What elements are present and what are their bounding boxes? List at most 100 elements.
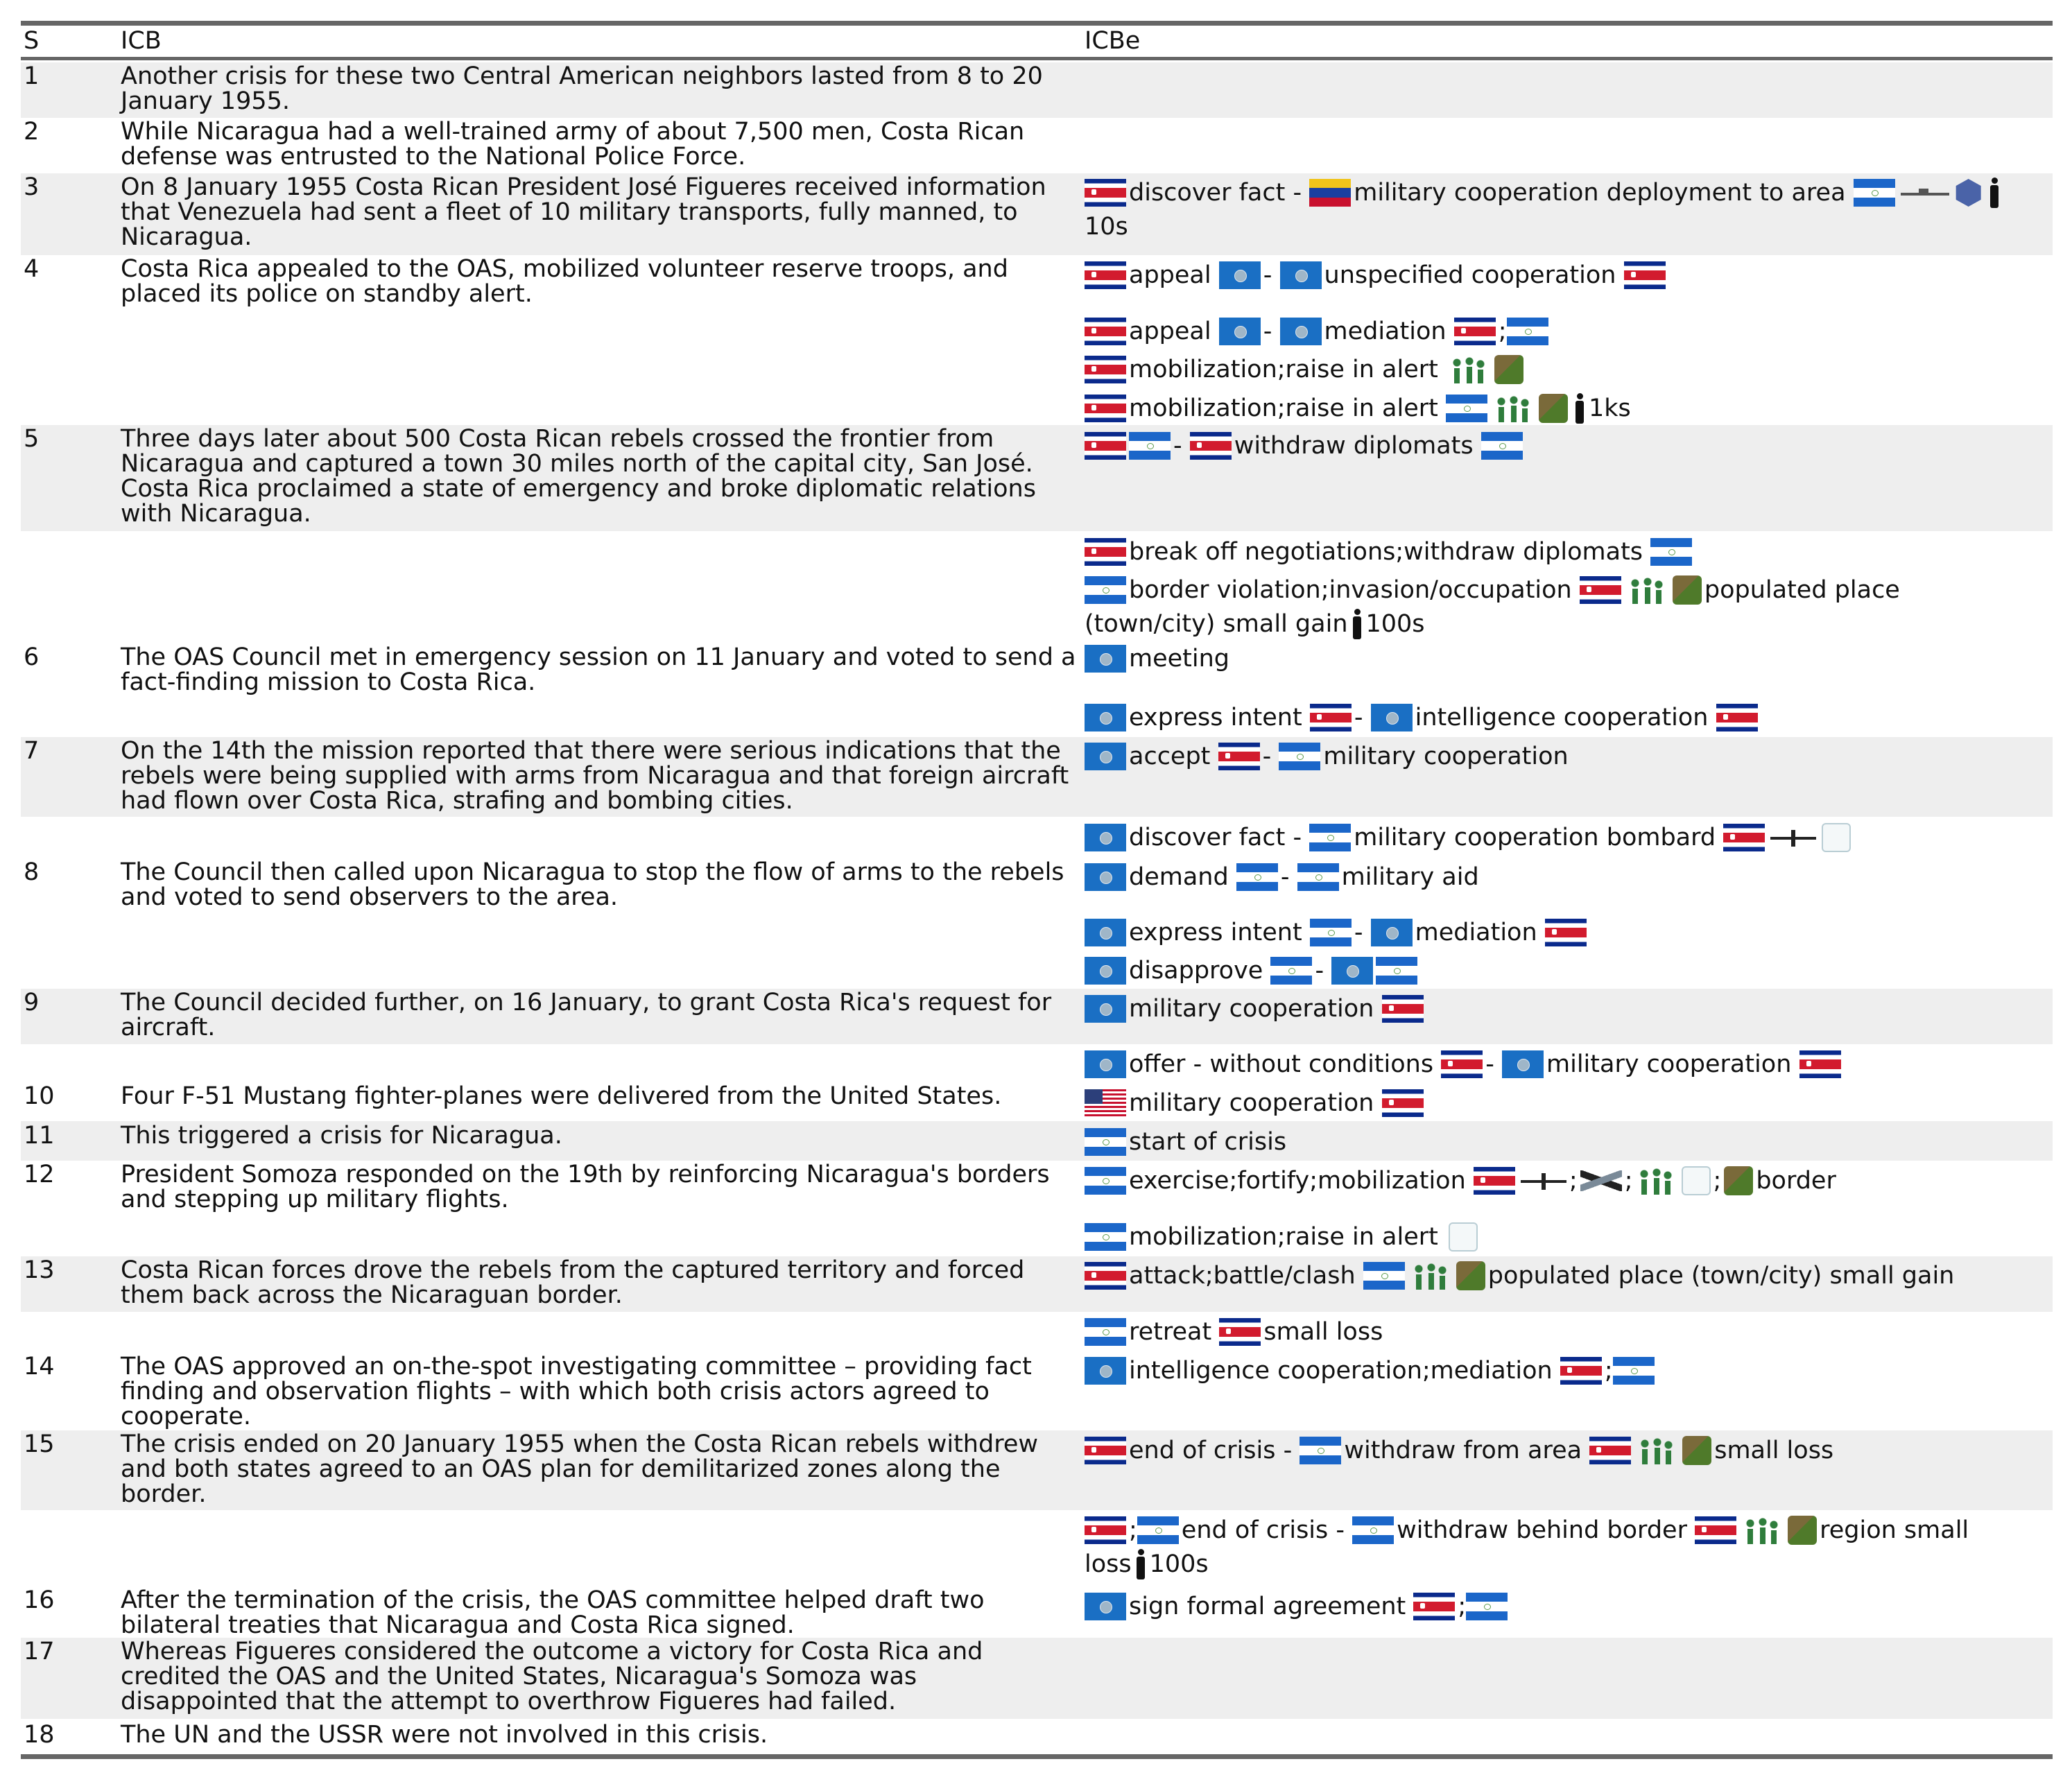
plane-icon bbox=[1770, 827, 1817, 848]
nicaragua-flag-icon bbox=[1309, 919, 1352, 946]
icbe-event: demand - military aid bbox=[1085, 860, 2048, 894]
oas-flag-icon bbox=[1279, 318, 1322, 345]
icb-text: Another crisis for these two Central Ame… bbox=[121, 62, 1043, 115]
land-icon bbox=[1456, 1261, 1485, 1290]
costa-rica-flag-icon bbox=[1723, 824, 1765, 851]
costa-rica-flag-icon bbox=[1716, 704, 1758, 731]
costa-rica-flag-icon bbox=[1309, 704, 1352, 731]
icbe-event: end of crisis - withdraw from area small… bbox=[1085, 1433, 2048, 1467]
costa-rica-flag-icon bbox=[1085, 432, 1126, 460]
costa-rica-flag-icon bbox=[1085, 1437, 1126, 1464]
costa-rica-flag-icon bbox=[1085, 356, 1126, 383]
row-number: 3 bbox=[24, 173, 40, 201]
nicaragua-flag-icon bbox=[1853, 179, 1895, 207]
icbe-event: break off negotiations;withdraw diplomat… bbox=[1085, 535, 2048, 569]
land-icon bbox=[1539, 394, 1568, 423]
oas-flag-icon bbox=[1218, 261, 1261, 289]
oas-flag-icon bbox=[1502, 1050, 1544, 1078]
icbe-event: sign formal agreement ; bbox=[1085, 1589, 2048, 1623]
venezuela-flag-icon bbox=[1309, 179, 1352, 207]
nicaragua-flag-icon bbox=[1612, 1357, 1655, 1385]
icbe-event: express intent - mediation bbox=[1085, 915, 2048, 949]
icbe-event: intelligence cooperation;mediation ; bbox=[1085, 1353, 2048, 1387]
row-band bbox=[21, 1256, 2053, 1312]
costa-rica-flag-icon bbox=[1085, 261, 1126, 289]
nicaragua-flag-icon bbox=[1085, 576, 1126, 604]
row-band bbox=[21, 989, 2053, 1044]
soldiers-icon bbox=[1449, 356, 1489, 383]
icb-text: On the 14th the mission reported that th… bbox=[121, 737, 1069, 815]
oas-flag-icon bbox=[1085, 645, 1126, 673]
nicaragua-flag-icon bbox=[1446, 395, 1487, 422]
nicaragua-flag-icon bbox=[1309, 824, 1352, 851]
row-number: 8 bbox=[24, 858, 40, 886]
icb-text: After the termination of the crisis, the… bbox=[121, 1586, 985, 1639]
costa-rica-flag-icon bbox=[1695, 1516, 1737, 1544]
row-number: 13 bbox=[24, 1256, 55, 1284]
row-number: 11 bbox=[24, 1122, 55, 1150]
air-icon bbox=[1449, 1222, 1478, 1252]
row-number: 2 bbox=[24, 118, 40, 146]
row-number: 18 bbox=[24, 1721, 55, 1749]
oas-flag-icon bbox=[1370, 919, 1413, 946]
icb-text: This triggered a crisis for Nicaragua. bbox=[121, 1122, 562, 1150]
icbe-event: start of crisis bbox=[1085, 1125, 2048, 1159]
nicaragua-flag-icon bbox=[1466, 1593, 1508, 1620]
person-icon bbox=[1988, 178, 2001, 208]
row-band bbox=[21, 62, 2053, 118]
costa-rica-flag-icon bbox=[1579, 576, 1621, 604]
oas-flag-icon bbox=[1085, 863, 1126, 891]
costa-rica-flag-icon bbox=[1623, 261, 1666, 289]
costa-rica-flag-icon bbox=[1381, 995, 1424, 1023]
icb-text: President Somoza responded on the 19th b… bbox=[121, 1161, 1050, 1213]
nicaragua-flag-icon bbox=[1650, 538, 1693, 566]
costa-rica-flag-icon bbox=[1413, 1593, 1456, 1620]
row-band bbox=[21, 1430, 2053, 1510]
costa-rica-flag-icon bbox=[1589, 1437, 1632, 1464]
soldiers-icon bbox=[1637, 1437, 1677, 1464]
header-icbe: ICBe bbox=[1085, 27, 1141, 55]
icbe-event: express intent - intelligence cooperatio… bbox=[1085, 700, 2048, 734]
costa-rica-flag-icon bbox=[1799, 1050, 1841, 1078]
nicaragua-flag-icon bbox=[1085, 1167, 1126, 1195]
costa-rica-flag-icon bbox=[1219, 1318, 1261, 1346]
land-icon bbox=[1788, 1516, 1818, 1545]
soldiers-icon bbox=[1626, 576, 1667, 604]
united-states-flag-icon bbox=[1085, 1089, 1126, 1117]
nicaragua-flag-icon bbox=[1236, 863, 1278, 891]
icbe-event: mobilization;raise in alert bbox=[1085, 1220, 2048, 1254]
icb-text: Whereas Figueres considered the outcome … bbox=[121, 1638, 983, 1715]
oas-flag-icon bbox=[1331, 957, 1374, 985]
icbe-event: meeting bbox=[1085, 641, 2048, 675]
icbe-event: exercise;fortify;mobilization ;;; border bbox=[1085, 1163, 2048, 1197]
soldiers-icon bbox=[1410, 1262, 1451, 1290]
oas-flag-icon bbox=[1218, 318, 1261, 345]
icbe-event: border violation;invasion/occupation pop… bbox=[1085, 575, 1900, 639]
icb-text: The Council decided further, on 16 Janua… bbox=[121, 989, 1052, 1041]
icbe-event: military cooperation bbox=[1085, 992, 2048, 1025]
oas-flag-icon bbox=[1085, 824, 1126, 851]
oas-flag-icon bbox=[1085, 957, 1126, 985]
row-number: 14 bbox=[24, 1353, 55, 1380]
nicaragua-flag-icon bbox=[1085, 1128, 1126, 1156]
oas-flag-icon bbox=[1370, 704, 1413, 731]
costa-rica-flag-icon bbox=[1085, 1516, 1126, 1544]
row-number: 4 bbox=[24, 255, 40, 283]
costa-rica-flag-icon bbox=[1085, 179, 1126, 207]
nicaragua-flag-icon bbox=[1352, 1516, 1395, 1544]
aircraft-icon bbox=[1580, 1170, 1622, 1191]
icb-text: The UN and the USSR were not involved in… bbox=[121, 1721, 768, 1749]
header-s: S bbox=[24, 27, 40, 55]
row-number: 6 bbox=[24, 643, 40, 671]
oas-flag-icon bbox=[1279, 261, 1322, 289]
nicaragua-flag-icon bbox=[1085, 1223, 1126, 1251]
icbe-event: mobilization;raise in alert 1ks bbox=[1085, 391, 2048, 425]
costa-rica-flag-icon bbox=[1085, 318, 1126, 345]
icbe-event: appeal - mediation ; bbox=[1085, 314, 2048, 348]
icbe-event: accept - military cooperation bbox=[1085, 739, 2048, 773]
icb-text: The Council then called upon Nicaragua t… bbox=[121, 858, 1064, 911]
icb-text: Costa Rica appealed to the OAS, mobilize… bbox=[121, 255, 1008, 308]
nicaragua-flag-icon bbox=[1085, 1318, 1126, 1346]
icbe-event: offer - without conditions - military co… bbox=[1085, 1047, 2048, 1081]
fighter-plane-icon bbox=[1520, 1170, 1566, 1191]
